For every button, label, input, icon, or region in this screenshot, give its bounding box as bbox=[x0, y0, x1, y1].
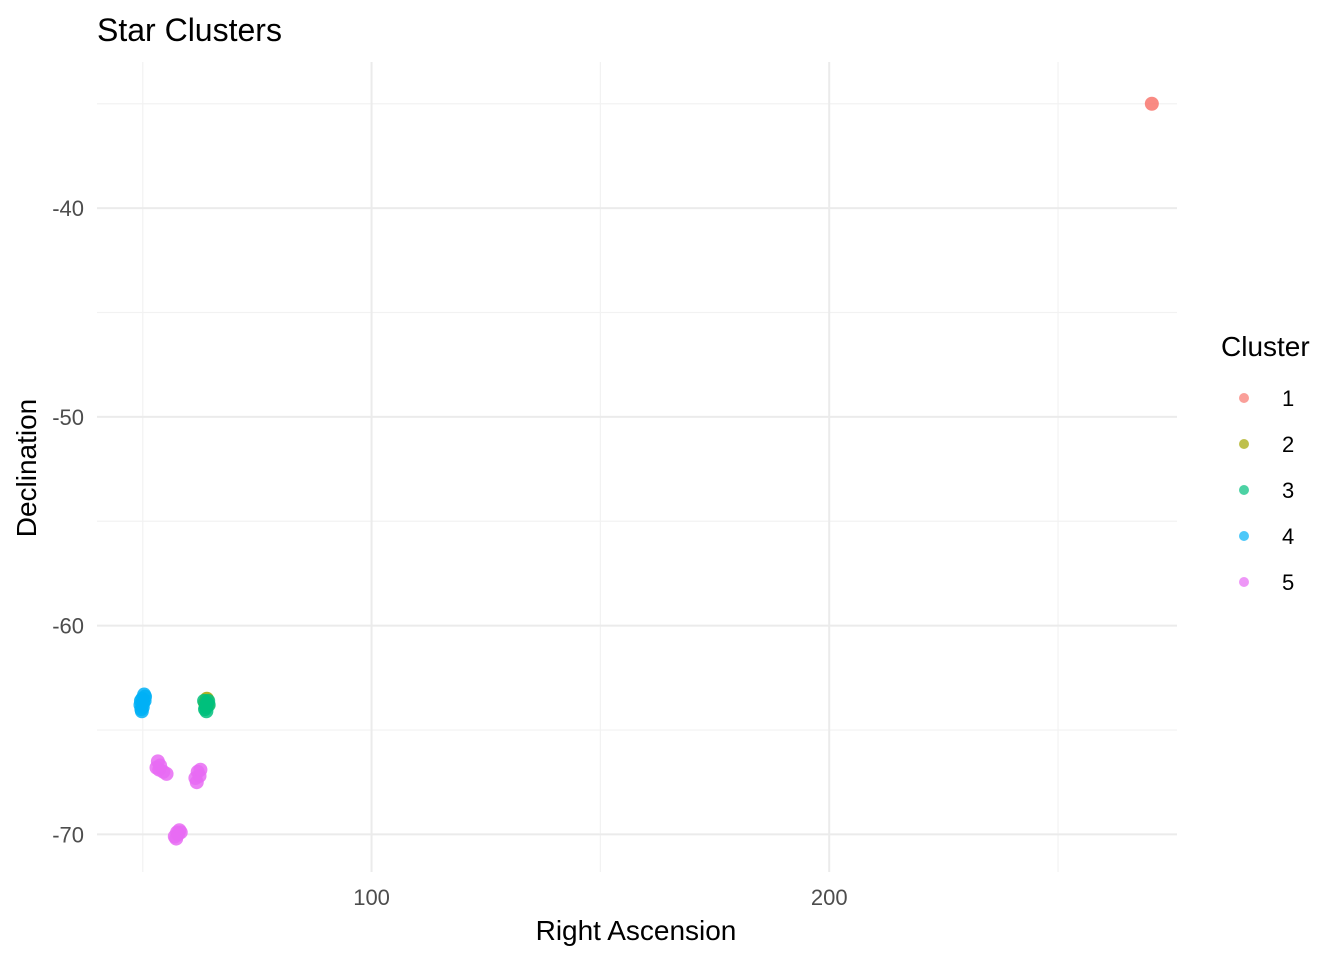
cluster-1-point bbox=[1144, 96, 1159, 111]
x-axis-title: Right Ascension bbox=[536, 915, 737, 946]
axis-ticks: 100 200 -40 -50 -60 -70 bbox=[52, 196, 847, 910]
chart-title: Star Clusters bbox=[97, 12, 282, 48]
y-tick-label: -50 bbox=[52, 405, 84, 430]
legend-key-1 bbox=[1239, 393, 1249, 403]
legend-key-4 bbox=[1239, 531, 1249, 541]
legend-label-4: 4 bbox=[1282, 524, 1294, 549]
cluster-5-point bbox=[171, 827, 185, 842]
x-tick-label: 100 bbox=[353, 885, 390, 910]
legend: 1 2 3 4 5 bbox=[1239, 386, 1294, 595]
legend-title: Cluster bbox=[1221, 331, 1310, 362]
data-points bbox=[133, 96, 1159, 846]
y-axis-title: Declination bbox=[11, 399, 42, 538]
legend-key-3 bbox=[1239, 485, 1249, 495]
legend-key-2 bbox=[1239, 439, 1249, 449]
cluster-4-point bbox=[134, 704, 149, 719]
cluster-3-point bbox=[201, 697, 216, 712]
cluster-5-point bbox=[153, 758, 168, 773]
legend-label-5: 5 bbox=[1282, 570, 1294, 595]
legend-key-5 bbox=[1239, 577, 1249, 587]
y-tick-label: -40 bbox=[52, 196, 84, 221]
x-tick-label: 200 bbox=[811, 885, 848, 910]
legend-label-2: 2 bbox=[1282, 432, 1294, 457]
cluster-5-point bbox=[193, 762, 208, 777]
y-tick-label: -60 bbox=[52, 614, 84, 639]
y-tick-label: -70 bbox=[52, 822, 84, 847]
cluster-5-point bbox=[189, 775, 204, 790]
plot-grid bbox=[97, 62, 1177, 872]
legend-label-3: 3 bbox=[1282, 478, 1294, 503]
legend-label-1: 1 bbox=[1282, 386, 1294, 411]
